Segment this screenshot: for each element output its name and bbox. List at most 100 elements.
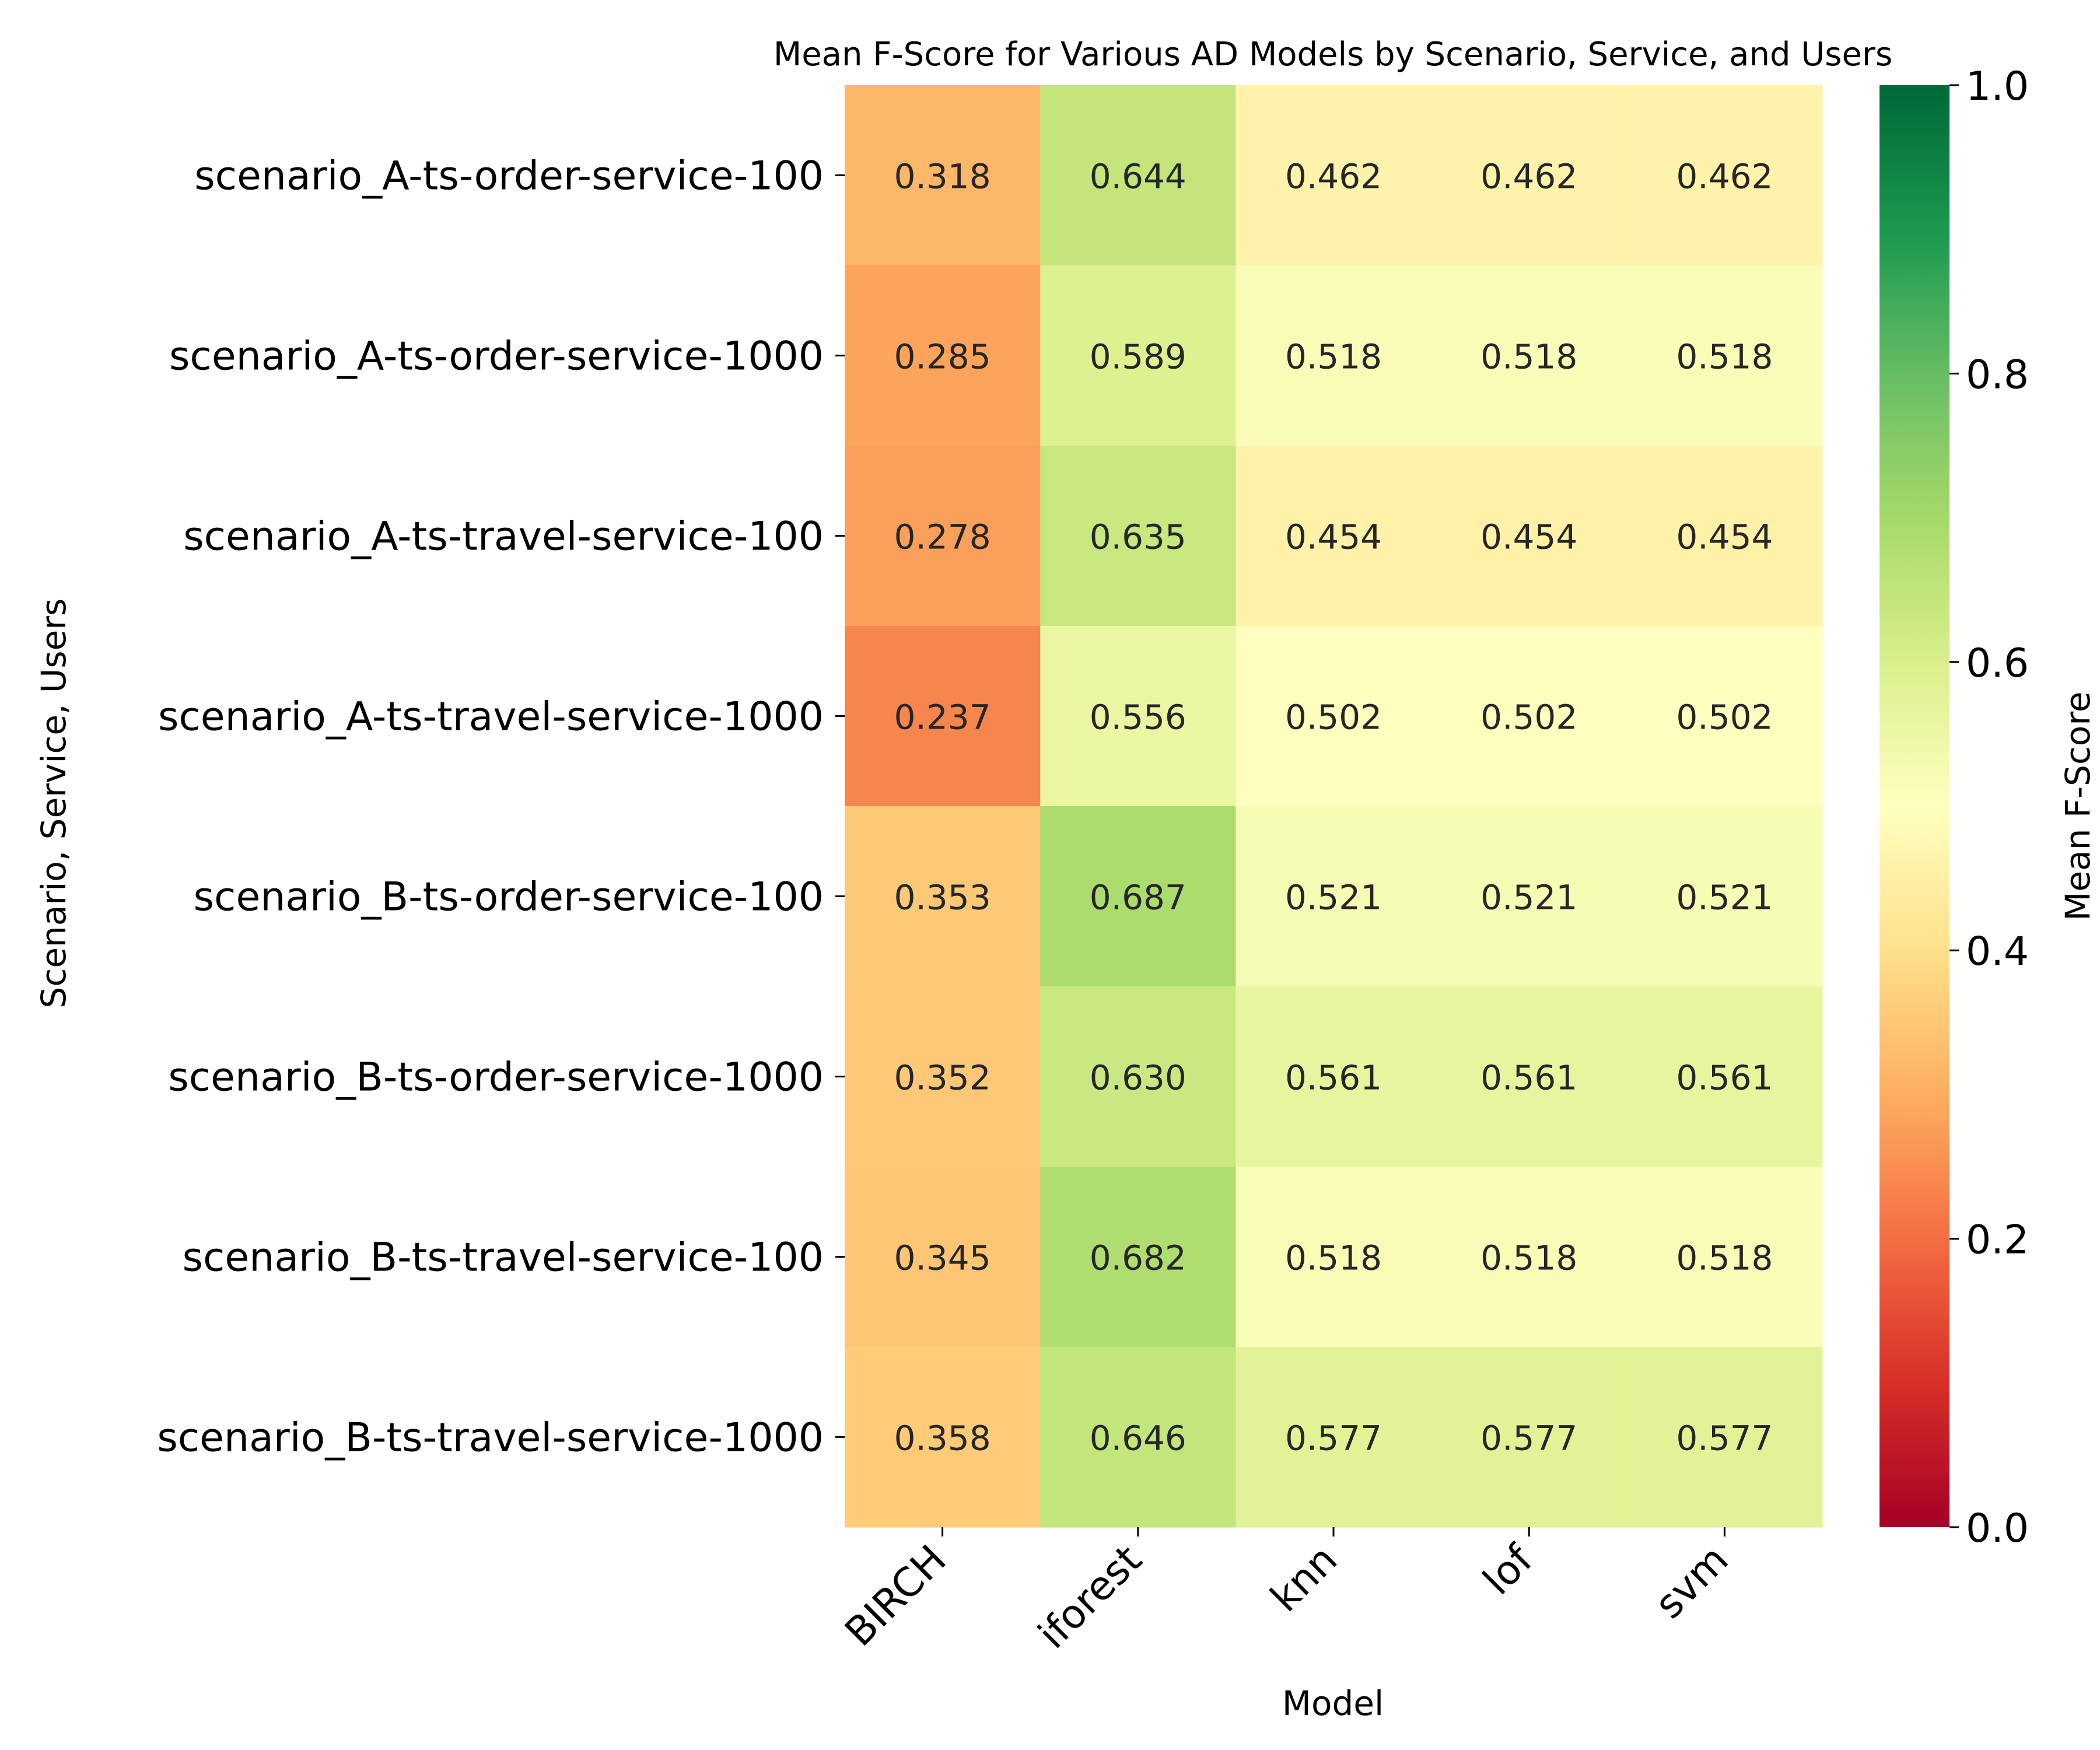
colorbar-tick-label: 0.2 — [1966, 1217, 2029, 1264]
heatmap-cell — [1040, 446, 1236, 626]
cell-value-label: 0.518 — [1480, 337, 1577, 377]
y-tick-label: scenario_B-ts-order-service-1000 — [168, 1055, 824, 1101]
heatmap-cell — [1236, 986, 1432, 1167]
heatmap-cell — [1431, 446, 1628, 626]
colorbar-tick-label: 0.0 — [1966, 1506, 2029, 1552]
x-axis-label: Model — [1282, 1684, 1384, 1723]
cell-value-label: 0.454 — [1285, 517, 1382, 557]
cell-value-label: 0.462 — [1480, 157, 1577, 197]
cell-value-label: 0.278 — [894, 517, 991, 557]
cell-value-label: 0.521 — [1480, 878, 1577, 918]
cell-value-label: 0.454 — [1480, 517, 1577, 557]
cell-value-label: 0.577 — [1480, 1419, 1577, 1458]
heatmap-cell — [1040, 986, 1236, 1167]
cell-value-label: 0.577 — [1285, 1419, 1382, 1458]
cell-value-label: 0.687 — [1090, 878, 1186, 918]
cell-value-label: 0.561 — [1480, 1058, 1577, 1098]
heatmap-cell — [1431, 1347, 1628, 1528]
cell-value-label: 0.353 — [894, 878, 991, 918]
heatmap-cell — [845, 986, 1041, 1167]
heatmap-cell — [1431, 85, 1628, 266]
x-tick-labels: BIRCH iforest knn lof svm — [836, 1527, 1737, 1658]
heatmap-cells: 0.318 0.644 0.462 0.462 0.462 0.285 0.589 0.518… — [845, 85, 1823, 1528]
heatmap-cell — [845, 265, 1041, 446]
cell-value-label: 0.237 — [894, 698, 991, 737]
cell-value-label: 0.589 — [1090, 337, 1186, 377]
heatmap-cell — [1236, 446, 1432, 626]
cell-value-label: 0.502 — [1285, 698, 1382, 737]
heatmap-cell — [1040, 806, 1236, 987]
heatmap-cell — [845, 446, 1041, 626]
cell-value-label: 0.462 — [1676, 157, 1773, 197]
heatmap-cell — [1431, 806, 1628, 987]
cell-value-label: 0.644 — [1090, 157, 1186, 197]
y-tick-label: scenario_B-ts-travel-service-100 — [183, 1235, 824, 1281]
y-tick-labels: scenario_A-ts-order-service-100 scenario_… — [157, 153, 845, 1461]
x-tick-label: svm — [1646, 1536, 1737, 1628]
heatmap-cell — [845, 626, 1041, 807]
heatmap-cell — [1626, 626, 1823, 807]
cell-value-label: 0.518 — [1676, 337, 1773, 377]
cell-value-label: 0.646 — [1090, 1419, 1186, 1458]
colorbar-tick-label: 0.6 — [1966, 640, 2029, 687]
heatmap-cell — [1040, 1347, 1236, 1528]
cell-value-label: 0.630 — [1090, 1058, 1186, 1098]
heatmap-cell — [1626, 806, 1823, 987]
cell-value-label: 0.518 — [1676, 1238, 1773, 1278]
y-axis-label: Scenario, Service, Users — [34, 598, 74, 1009]
cell-value-label: 0.577 — [1676, 1419, 1773, 1458]
heatmap-cell — [845, 1347, 1041, 1528]
cell-value-label: 0.318 — [894, 157, 991, 197]
cell-value-label: 0.682 — [1090, 1238, 1186, 1278]
cell-value-label: 0.454 — [1676, 517, 1773, 557]
chart-title: Mean F-Score for Various AD Models by Sc… — [774, 36, 1892, 74]
heatmap-cell — [1431, 986, 1628, 1167]
heatmap-cell — [1431, 626, 1628, 807]
heatmap-cell — [1236, 806, 1432, 987]
heatmap-cell — [1626, 1167, 1823, 1348]
y-tick-label: scenario_A-ts-order-service-100 — [194, 153, 824, 200]
x-tick-label: knn — [1262, 1536, 1346, 1621]
heatmap-cell — [1626, 986, 1823, 1167]
y-tick-label: scenario_A-ts-travel-service-1000 — [158, 694, 824, 740]
cell-value-label: 0.518 — [1480, 1238, 1577, 1278]
cell-value-label: 0.518 — [1285, 1238, 1382, 1278]
cell-value-label: 0.358 — [894, 1419, 991, 1458]
colorbar-ticks: 0.0 0.2 0.4 0.6 0.8 1.0 — [1950, 64, 2029, 1552]
heatmap-cell — [1236, 85, 1432, 266]
heatmap-cell — [1236, 1347, 1432, 1528]
heatmap-cell — [1431, 265, 1628, 446]
heatmap-cell — [1626, 265, 1823, 446]
cell-value-label: 0.502 — [1676, 698, 1773, 737]
colorbar — [1880, 85, 1950, 1527]
cell-value-label: 0.556 — [1090, 698, 1186, 737]
cell-value-label: 0.635 — [1090, 517, 1186, 557]
cell-value-label: 0.462 — [1285, 157, 1382, 197]
cell-value-label: 0.352 — [894, 1058, 991, 1098]
y-tick-label: scenario_A-ts-order-service-1000 — [169, 334, 824, 380]
heatmap-cell — [845, 85, 1041, 266]
heatmap-cell — [1040, 265, 1236, 446]
heatmap-cell — [1040, 626, 1236, 807]
heatmap-cell — [1626, 446, 1823, 626]
colorbar-tick-label: 0.8 — [1966, 352, 2029, 398]
x-tick-label: iforest — [1030, 1536, 1151, 1658]
y-tick-label: scenario_B-ts-travel-service-1000 — [157, 1415, 824, 1461]
cell-value-label: 0.285 — [894, 337, 991, 377]
cell-value-label: 0.518 — [1285, 337, 1382, 377]
heatmap-cell — [1626, 1347, 1823, 1528]
heatmap-cell — [1040, 1167, 1236, 1348]
cell-value-label: 0.521 — [1285, 878, 1382, 918]
heatmap-cell — [1040, 85, 1236, 266]
heatmap-cell — [1236, 1167, 1432, 1348]
heatmap-cell — [845, 806, 1041, 987]
cell-value-label: 0.502 — [1480, 698, 1577, 737]
colorbar-tick-label: 0.4 — [1966, 929, 2029, 975]
y-tick-label: scenario_B-ts-order-service-100 — [194, 874, 824, 921]
cell-value-label: 0.345 — [894, 1238, 991, 1278]
colorbar-tick-label: 1.0 — [1966, 64, 2029, 110]
cell-value-label: 0.521 — [1676, 878, 1773, 918]
cell-value-label: 0.561 — [1676, 1058, 1773, 1098]
x-tick-label: BIRCH — [836, 1536, 956, 1656]
